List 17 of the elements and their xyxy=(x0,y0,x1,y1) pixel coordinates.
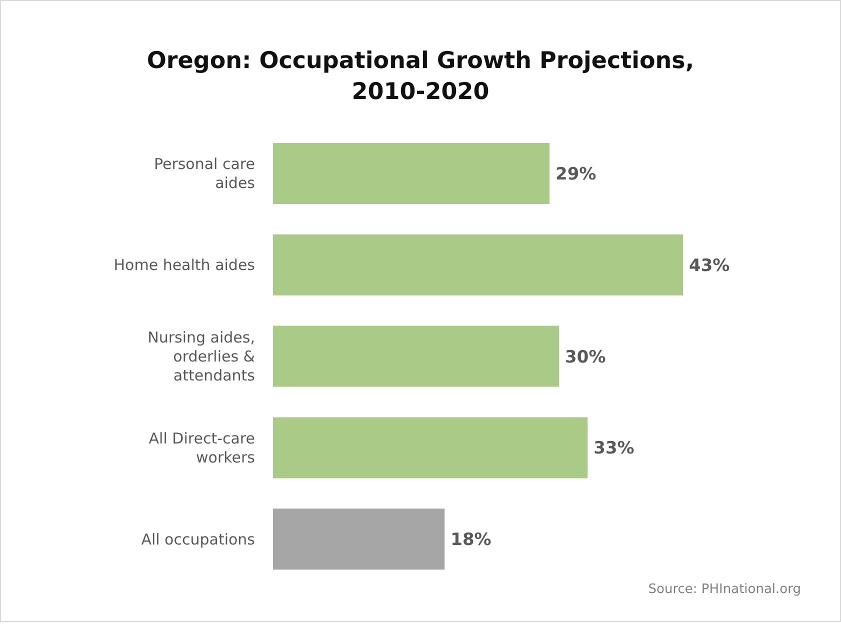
bar xyxy=(273,417,588,478)
y-tick-label: Nursing aides, orderlies & attendants xyxy=(148,328,256,384)
annotation: Source: PHInational.org xyxy=(648,582,801,597)
bar xyxy=(273,508,445,570)
bar xyxy=(273,234,683,296)
bar xyxy=(273,326,560,387)
data-label: 18% xyxy=(450,530,492,550)
y-tick-label: Personal care aides xyxy=(154,155,256,192)
y-tick-label: All occupations xyxy=(141,530,256,548)
data-label: 29% xyxy=(556,164,596,185)
y-tick-label: Home health aides xyxy=(114,256,256,274)
data-label: 43% xyxy=(689,256,730,276)
y-tick-label: All Direct-care workers xyxy=(148,429,256,466)
chart-title: Oregon: Occupational Growth Projections, 2010-2020 xyxy=(146,47,696,107)
data-label: 30% xyxy=(565,347,606,368)
bar xyxy=(273,143,550,204)
data-label: 33% xyxy=(594,438,634,459)
